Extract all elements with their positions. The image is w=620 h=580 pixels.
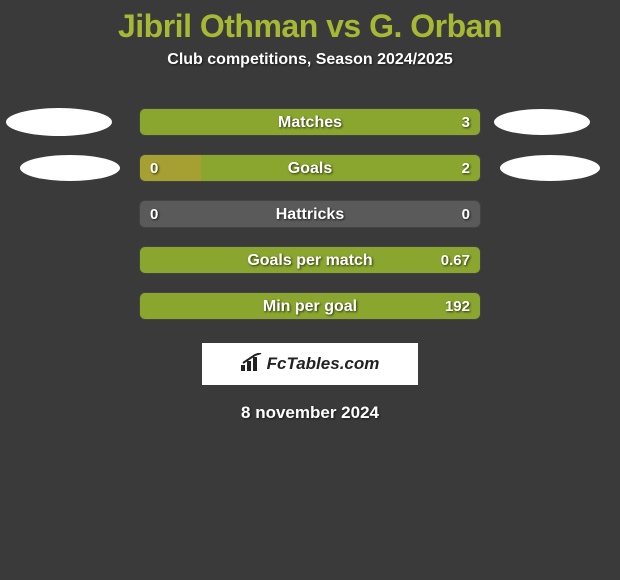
stat-row: Hattricks0 0	[0, 191, 620, 237]
bar-track: Hattricks0 0	[139, 200, 481, 228]
subtitle: Club competitions, Season 2024/2025	[0, 51, 620, 69]
decorative-ellipse	[494, 109, 590, 135]
stat-row: Goals per match0.67	[0, 237, 620, 283]
bar-track: Goals02	[139, 154, 481, 182]
subtitle-text: Club competitions, Season 2024/2025	[167, 51, 452, 68]
logo-box: FcTables.com	[202, 343, 418, 385]
decorative-ellipse	[6, 108, 112, 136]
bar-label: Hattricks	[140, 201, 480, 228]
logo-text: FcTables.com	[267, 354, 380, 374]
bar-value-left: 0	[150, 201, 158, 228]
barchart-icon	[241, 353, 263, 376]
decorative-ellipse	[500, 155, 600, 181]
date-text: 8 november 2024	[241, 403, 379, 422]
title-text: Jibril Othman vs G. Orban	[118, 8, 502, 44]
bar-fill-right	[140, 293, 480, 319]
page-title: Jibril Othman vs G. Orban	[0, 0, 620, 45]
bar-fill-left	[140, 155, 201, 181]
bar-fill-right	[201, 155, 480, 181]
stat-row: Min per goal192	[0, 283, 620, 329]
bar-fill-right	[140, 109, 480, 135]
decorative-ellipse	[20, 155, 120, 181]
bar-value-right: 0	[462, 201, 470, 228]
date-label: 8 november 2024	[0, 403, 620, 423]
bar-fill-right	[140, 247, 480, 273]
bar-track: Goals per match0.67	[139, 246, 481, 274]
bar-track: Min per goal192	[139, 292, 481, 320]
comparison-area: Matches3 Goals02 Hattricks0 0 Goals per matc…	[0, 99, 620, 329]
bar-track: Matches3	[139, 108, 481, 136]
